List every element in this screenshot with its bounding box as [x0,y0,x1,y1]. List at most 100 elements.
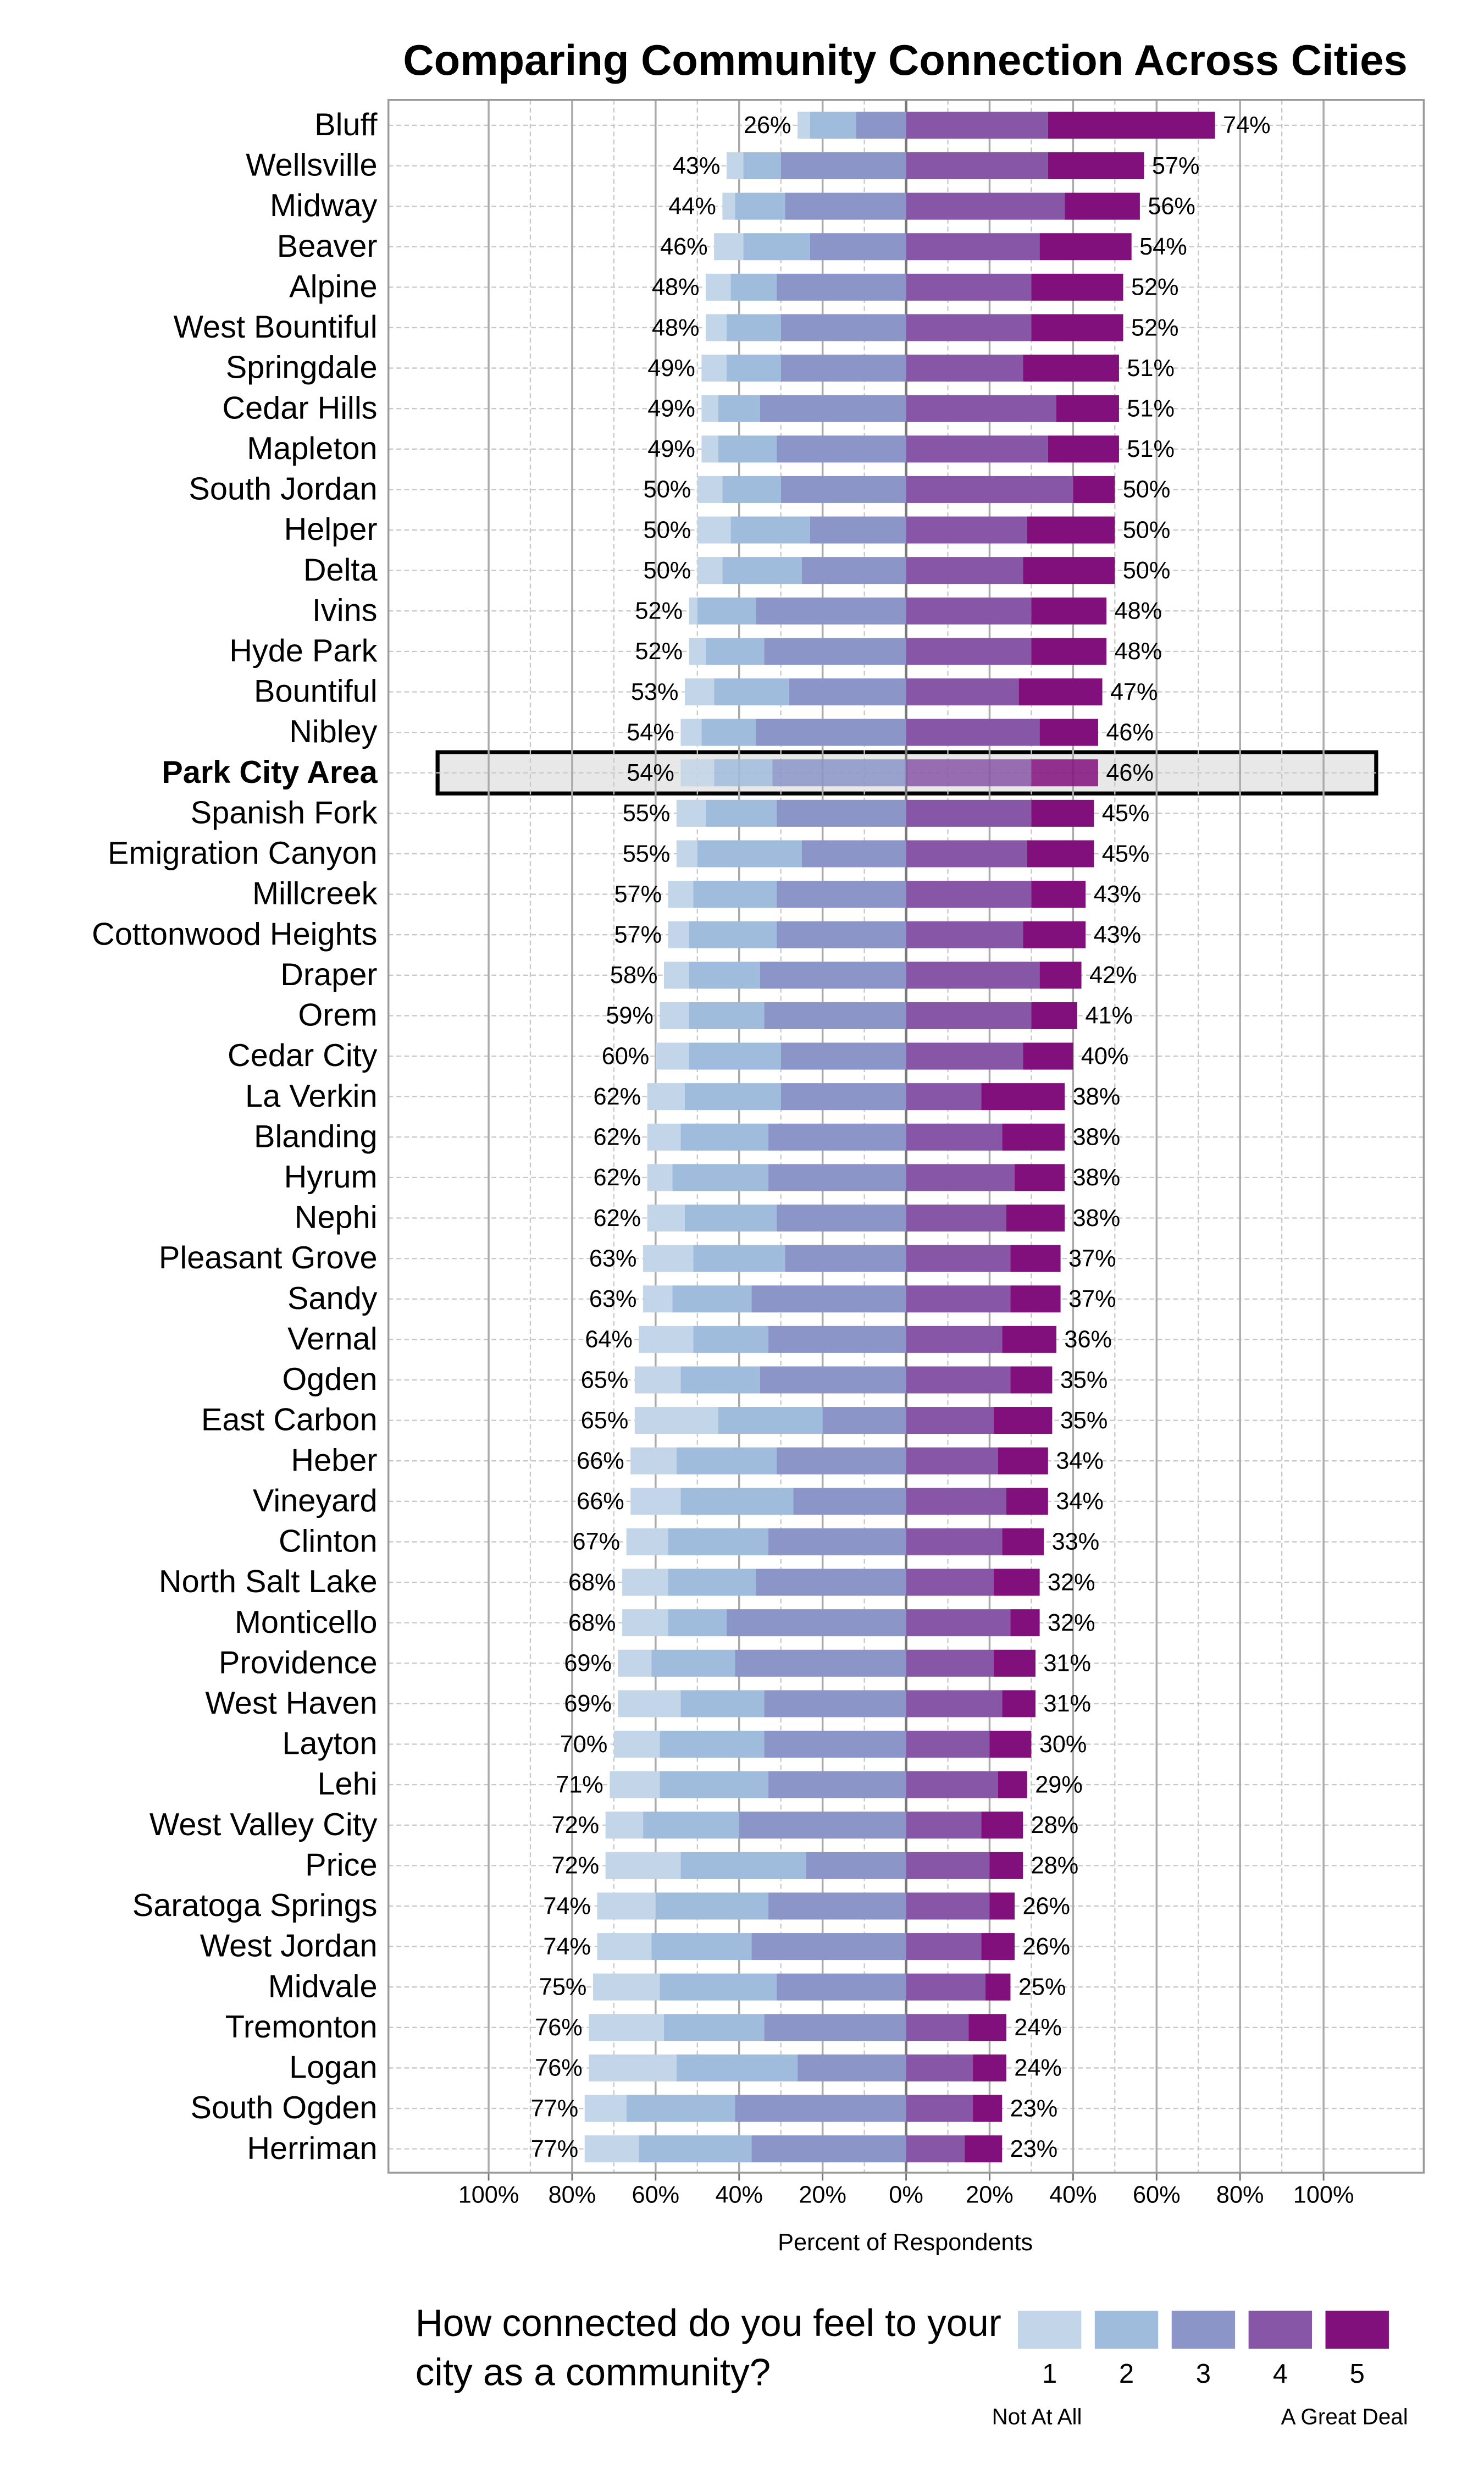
bar-segment [906,2095,973,2122]
left-total-label: 59% [606,1003,654,1029]
bar-segment [618,1690,681,1718]
bar-segment [998,1771,1027,1798]
bar-segment [768,1164,906,1191]
right-total-label: 52% [1131,314,1179,341]
bar-segment [994,1649,1036,1677]
bar-segment [1010,1285,1061,1313]
bar-segment [981,1812,1023,1839]
bar-segment [610,1771,660,1798]
bar-segment [701,395,718,422]
bar-segment [906,1528,1003,1555]
bar-segment [676,2054,798,2081]
bar-segment [1006,1488,1048,1515]
right-total-label: 26% [1022,1893,1070,1919]
bar-segment [764,1002,906,1029]
bar-segment [760,1366,906,1394]
bar-segment [906,2014,969,2041]
bar-segment [639,1326,694,1353]
category-label: Lehi [317,1766,377,1802]
bar-segment [726,1609,906,1637]
bar-segment [1002,1690,1036,1718]
right-total-label: 35% [1060,1367,1108,1393]
bar-segment [743,233,810,261]
bar-segment [906,1447,998,1475]
bar-segment [906,638,1032,665]
left-total-label: 50% [644,517,691,543]
bar-segment [822,1407,906,1434]
left-total-label: 66% [577,1488,624,1515]
category-label: West Haven [205,1686,377,1721]
bar-segment [780,1042,906,1070]
right-total-label: 50% [1123,557,1171,584]
left-total-label: 62% [594,1084,641,1110]
category-label: Bountiful [254,674,378,709]
bar-segment [906,678,1019,706]
bar-segment [906,1488,1006,1515]
legend-swatch [1248,2310,1313,2349]
bar-segment [680,1852,806,1879]
bar-segment [906,759,1032,787]
left-total-label: 48% [652,274,700,301]
bar-segment [768,1528,906,1555]
bar-segment [718,435,777,463]
bar-segment [714,678,789,706]
bar-segment [1027,840,1094,868]
left-total-label: 65% [581,1407,629,1434]
bar-segment [906,2135,965,2163]
bar-segment [693,1326,768,1353]
bar-segment [973,2054,1006,2081]
category-label: Vernal [287,1321,378,1356]
bar-segment [1048,112,1215,139]
bar-segment [1010,1366,1053,1394]
bar-segment [906,435,1048,463]
category-label: West Valley City [149,1807,378,1842]
category-label: Ivins [312,593,378,628]
bar-segment [735,2095,906,2122]
bar-segment [639,2135,752,2163]
right-total-label: 43% [1094,921,1142,948]
x-tick-label: 60% [1133,2182,1181,2208]
bar-segment [906,314,1032,341]
category-label: Millcreek [252,876,378,912]
right-total-label: 28% [1031,1853,1079,1879]
bar-segment [1015,1164,1065,1191]
bar-segment [726,314,781,341]
category-label: Springdale [226,350,378,385]
x-tick-label: 40% [715,2182,763,2208]
left-total-label: 76% [535,2055,583,2081]
bar-segment [660,1730,765,1758]
bar-segment [906,881,1032,908]
category-label: Midvale [268,1969,378,2004]
legend-title-box: How connected do you feel to your city a… [416,2302,1001,2394]
bar-segment [906,1973,985,2001]
right-total-label: 50% [1123,477,1171,503]
right-total-label: 56% [1148,193,1195,219]
category-label: Helper [284,512,378,547]
right-total-label: 32% [1048,1569,1095,1595]
bar-segment [780,476,906,503]
bar-segment [676,1447,777,1475]
bar-segment [618,1649,652,1677]
right-total-label: 33% [1052,1529,1100,1555]
bar-segment [722,476,781,503]
bar-segment [680,1366,760,1394]
right-total-label: 34% [1056,1448,1104,1474]
bar-segment [730,273,777,301]
bar-segment [676,840,697,868]
left-total-label: 57% [614,881,662,908]
left-total-label: 54% [627,719,674,745]
bar-segment [981,1933,1015,1961]
bar-segment [906,355,1023,382]
bar-segment [689,597,697,625]
bar-segment [810,233,906,261]
category-label: Cedar Hills [222,390,377,426]
bar-segment [777,1447,906,1475]
category-label: Nephi [295,1200,378,1235]
x-tick-label: 100% [1293,2182,1354,2208]
bar-segment [1023,557,1115,584]
bar-segment [597,1933,652,1961]
left-total-label: 62% [594,1124,641,1151]
bar-segment [810,112,856,139]
bar-segment [714,759,773,787]
